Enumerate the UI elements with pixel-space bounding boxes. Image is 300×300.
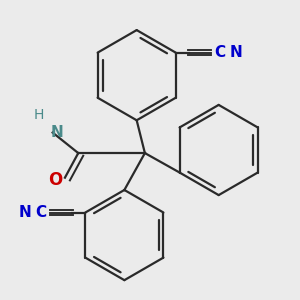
Text: N: N <box>230 45 243 60</box>
Text: N: N <box>18 205 31 220</box>
Text: N: N <box>50 125 63 140</box>
Text: H: H <box>34 108 44 122</box>
Text: O: O <box>49 171 63 189</box>
Text: C: C <box>35 205 46 220</box>
Text: C: C <box>215 45 226 60</box>
